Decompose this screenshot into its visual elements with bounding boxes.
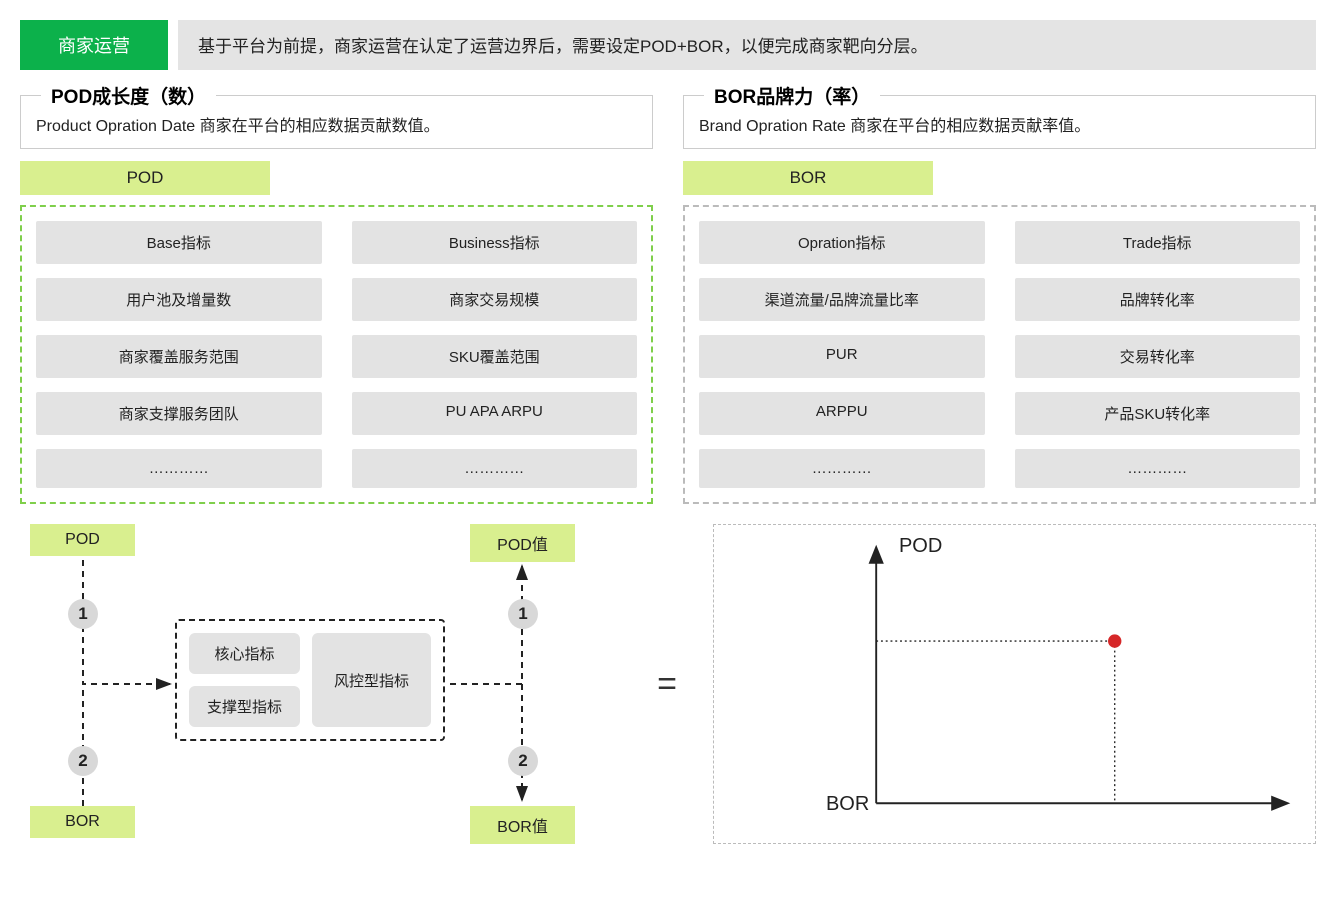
metric-cell: 品牌转化率 [1015, 278, 1301, 321]
flow-num-right-2: 2 [508, 746, 538, 776]
flow-tag-bor-value: BOR值 [470, 806, 575, 844]
metric-cell: ………… [699, 449, 985, 488]
flow-tag-pod: POD [30, 524, 135, 556]
header-desc: 基于平台为前提，商家运营在认定了运营边界后，需要设定POD+BOR，以便完成商家… [178, 20, 1316, 70]
flow-pill-core: 核心指标 [189, 633, 300, 674]
chart-label-bor: BOR [826, 793, 869, 816]
equals-sign: = [651, 665, 683, 704]
metric-cell: PUR [699, 335, 985, 378]
flow-num-left-2: 2 [68, 746, 98, 776]
metric-cell: SKU覆盖范围 [352, 335, 638, 378]
metric-cell: Trade指标 [1015, 221, 1301, 264]
metric-cell: ARPPU [699, 392, 985, 435]
bor-metrics-box: Opration指标 Trade指标渠道流量/品牌流量比率品牌转化率 PUR 交易转化… [683, 205, 1316, 504]
pod-panel: POD成长度（数） Product Opration Date 商家在平台的相应… [20, 95, 653, 504]
metric-cell: 商家覆盖服务范围 [36, 335, 322, 378]
header-row: 商家运营 基于平台为前提，商家运营在认定了运营边界后，需要设定POD+BOR，以… [20, 20, 1316, 70]
metric-cell: 交易转化率 [1015, 335, 1301, 378]
bottom-row: POD BOR POD值 BOR值 1 2 1 2 核心指标 支撑型指标 风控型… [20, 524, 1316, 844]
metric-cell: 商家交易规模 [352, 278, 638, 321]
flow-pill-support: 支撑型指标 [189, 686, 300, 727]
pod-title: POD成长度（数） [41, 82, 216, 109]
metric-cell: Business指标 [352, 221, 638, 264]
metric-cell: 渠道流量/品牌流量比率 [699, 278, 985, 321]
flow-area: POD BOR POD值 BOR值 1 2 1 2 核心指标 支撑型指标 风控型… [20, 524, 621, 844]
metric-cell: ………… [36, 449, 322, 488]
panels: POD成长度（数） Product Opration Date 商家在平台的相应… [20, 95, 1316, 504]
metric-cell: ………… [1015, 449, 1301, 488]
flow-center-col-left: 核心指标 支撑型指标 [189, 633, 300, 727]
metric-cell: 商家支撑服务团队 [36, 392, 322, 435]
header-badge: 商家运营 [20, 20, 168, 70]
flow-pill-risk: 风控型指标 [312, 633, 431, 727]
flow-tag-bor: BOR [30, 806, 135, 838]
metric-cell: Base指标 [36, 221, 322, 264]
bor-metric-grid: Opration指标 Trade指标渠道流量/品牌流量比率品牌转化率 PUR 交易转化… [699, 221, 1300, 488]
chart-box: POD BOR [713, 524, 1316, 844]
chart-svg [714, 525, 1315, 843]
flow-tag-pod-value: POD值 [470, 524, 575, 562]
metric-cell: 用户池及增量数 [36, 278, 322, 321]
flow-num-left-1: 1 [68, 599, 98, 629]
bor-subtitle: Brand Opration Rate 商家在平台的相应数据贡献率值。 [699, 112, 1300, 136]
metric-cell: ………… [352, 449, 638, 488]
pod-tag: POD [20, 161, 270, 195]
metric-cell: 产品SKU转化率 [1015, 392, 1301, 435]
pod-fieldset: POD成长度（数） Product Opration Date 商家在平台的相应… [20, 95, 653, 149]
bor-fieldset: BOR品牌力（率） Brand Opration Rate 商家在平台的相应数据… [683, 95, 1316, 149]
flow-center-box: 核心指标 支撑型指标 风控型指标 [175, 619, 445, 741]
flow-num-right-1: 1 [508, 599, 538, 629]
bor-tag: BOR [683, 161, 933, 195]
bor-panel: BOR品牌力（率） Brand Opration Rate 商家在平台的相应数据… [683, 95, 1316, 504]
metric-cell: Opration指标 [699, 221, 985, 264]
pod-metrics-box: Base指标 Business指标用户池及增量数商家交易规模商家覆盖服务范围 SKU… [20, 205, 653, 504]
pod-metric-grid: Base指标 Business指标用户池及增量数商家交易规模商家覆盖服务范围 SKU… [36, 221, 637, 488]
chart-label-pod: POD [899, 535, 942, 558]
bor-title: BOR品牌力（率） [704, 82, 880, 109]
pod-subtitle: Product Opration Date 商家在平台的相应数据贡献数值。 [36, 112, 637, 136]
metric-cell: PU APA ARPU [352, 392, 638, 435]
